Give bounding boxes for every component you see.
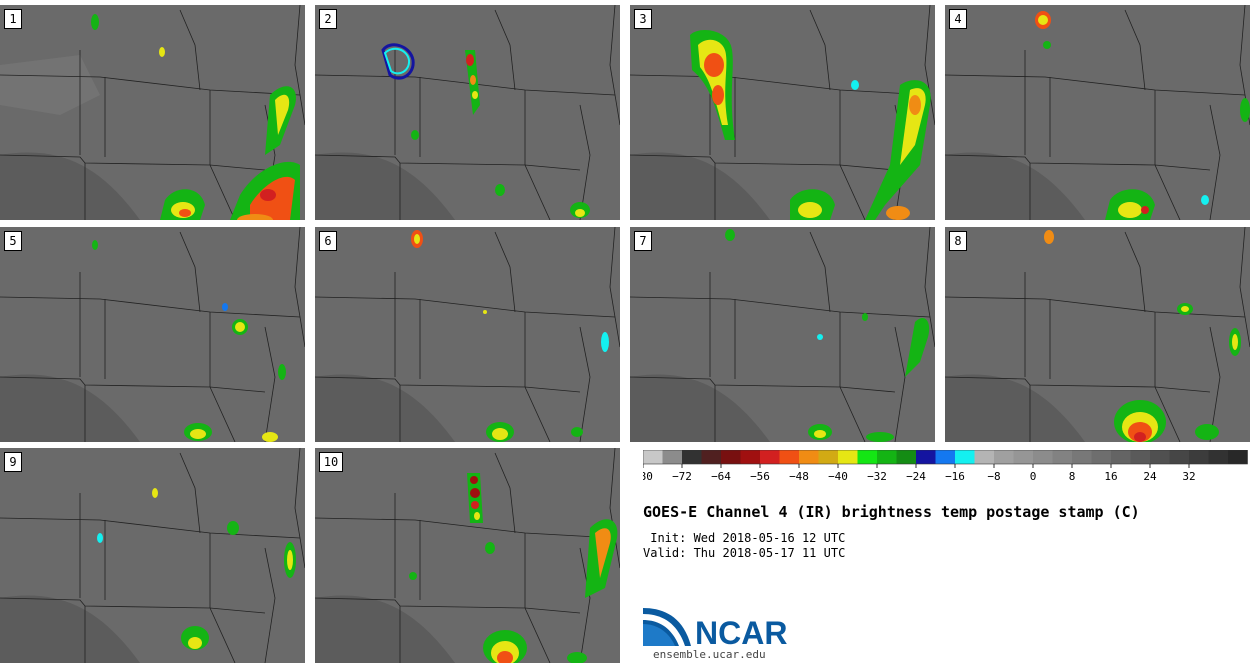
colorbar-swatch [994, 450, 1014, 464]
colorbar-swatch [799, 450, 819, 464]
colorbar-swatches [643, 450, 1248, 465]
init-time: Init: Wed 2018-05-16 12 UTC [643, 531, 846, 545]
panel-number: 3 [634, 9, 652, 29]
colorbar-swatch [701, 450, 721, 464]
colorbar-swatch [643, 450, 663, 464]
colorbar-tick-label: 24 [1143, 470, 1157, 483]
colorbar-swatch [877, 450, 897, 464]
colorbar-tick-label: −32 [867, 470, 887, 483]
satellite-map [945, 227, 1250, 442]
ensemble-member-panel: 5 [0, 227, 305, 442]
site-url[interactable]: ensemble.ucar.edu [653, 648, 766, 661]
satellite-map [0, 5, 305, 220]
colorbar-swatch [1052, 450, 1072, 464]
colorbar-tick-label: −16 [945, 470, 965, 483]
satellite-map [630, 227, 935, 442]
satellite-map [945, 5, 1250, 220]
colorbar-swatch [760, 450, 780, 464]
colorbar-swatch [682, 450, 702, 464]
panel-number: 2 [319, 9, 337, 29]
colorbar-swatch [779, 450, 799, 464]
colorbar-swatch [1033, 450, 1053, 464]
colorbar-tick-label: 8 [1069, 470, 1076, 483]
colorbar-swatch [955, 450, 975, 464]
colorbar-swatch [857, 450, 877, 464]
colorbar-swatch [721, 450, 741, 464]
ensemble-member-panel: 2 [315, 5, 620, 220]
colorbar-border [643, 450, 1248, 465]
satellite-map [315, 448, 620, 663]
colorbar-tick-label: −64 [711, 470, 731, 483]
colorbar-tick-label: −72 [672, 470, 692, 483]
ensemble-member-panel: 9 [0, 448, 305, 663]
colorbar-swatch [935, 450, 955, 464]
valid-time: Valid: Thu 2018-05-17 11 UTC [643, 546, 846, 560]
satellite-map [0, 448, 305, 663]
ensemble-member-panel: 6 [315, 227, 620, 442]
panel-number: 7 [634, 231, 652, 251]
panel-number: 9 [4, 452, 22, 472]
colorbar-swatch [1208, 450, 1228, 464]
colorbar-swatch [1091, 450, 1111, 464]
colorbar-swatch [1111, 450, 1131, 464]
colorbar-tick-label: −56 [750, 470, 770, 483]
colorbar-tick-label: −48 [789, 470, 809, 483]
satellite-map [315, 5, 620, 220]
colorbar-tick-label: −24 [906, 470, 926, 483]
colorbar-swatch [838, 450, 858, 464]
ensemble-member-panel: 7 [630, 227, 935, 442]
colorbar-swatch [1072, 450, 1092, 464]
panel-number: 10 [319, 452, 343, 472]
colorbar-swatch [916, 450, 936, 464]
ensemble-member-panel: 10 [315, 448, 620, 663]
logo-text: NCAR [695, 615, 787, 648]
satellite-map [630, 5, 935, 220]
colorbar-tick-label: −40 [828, 470, 848, 483]
ncar-logo: NCAR [643, 608, 787, 648]
panel-number: 5 [4, 231, 22, 251]
colorbar-tick-label: −8 [987, 470, 1000, 483]
satellite-map [315, 227, 620, 442]
colorbar-swatch [1150, 450, 1170, 464]
colorbar-swatch [1013, 450, 1033, 464]
panel-number: 8 [949, 231, 967, 251]
colorbar-tick-label: 32 [1182, 470, 1195, 483]
panel-number: 6 [319, 231, 337, 251]
colorbar-swatch [1228, 450, 1248, 464]
colorbar-swatch [740, 450, 760, 464]
ensemble-member-panel: 4 [945, 5, 1250, 220]
satellite-map [0, 227, 305, 442]
colorbar-swatch [1189, 450, 1209, 464]
colorbar-swatch [662, 450, 682, 464]
colorbar-swatch [1169, 450, 1189, 464]
colorbar-swatch [974, 450, 994, 464]
colorbar-tick-label: −80 [643, 470, 653, 483]
colorbar-tick-label: 16 [1104, 470, 1117, 483]
panel-number: 1 [4, 9, 22, 29]
colorbar-swatch [818, 450, 838, 464]
ensemble-member-panel: 1 [0, 5, 305, 220]
ensemble-member-panel: 3 [630, 5, 935, 220]
colorbar-swatch [1130, 450, 1150, 464]
colorbar-swatch [896, 450, 916, 464]
panel-number: 4 [949, 9, 967, 29]
ensemble-member-panel: 8 [945, 227, 1250, 442]
page-title: GOES-E Channel 4 (IR) brightness temp po… [643, 503, 1140, 521]
colorbar-tick-label: 0 [1030, 470, 1037, 483]
